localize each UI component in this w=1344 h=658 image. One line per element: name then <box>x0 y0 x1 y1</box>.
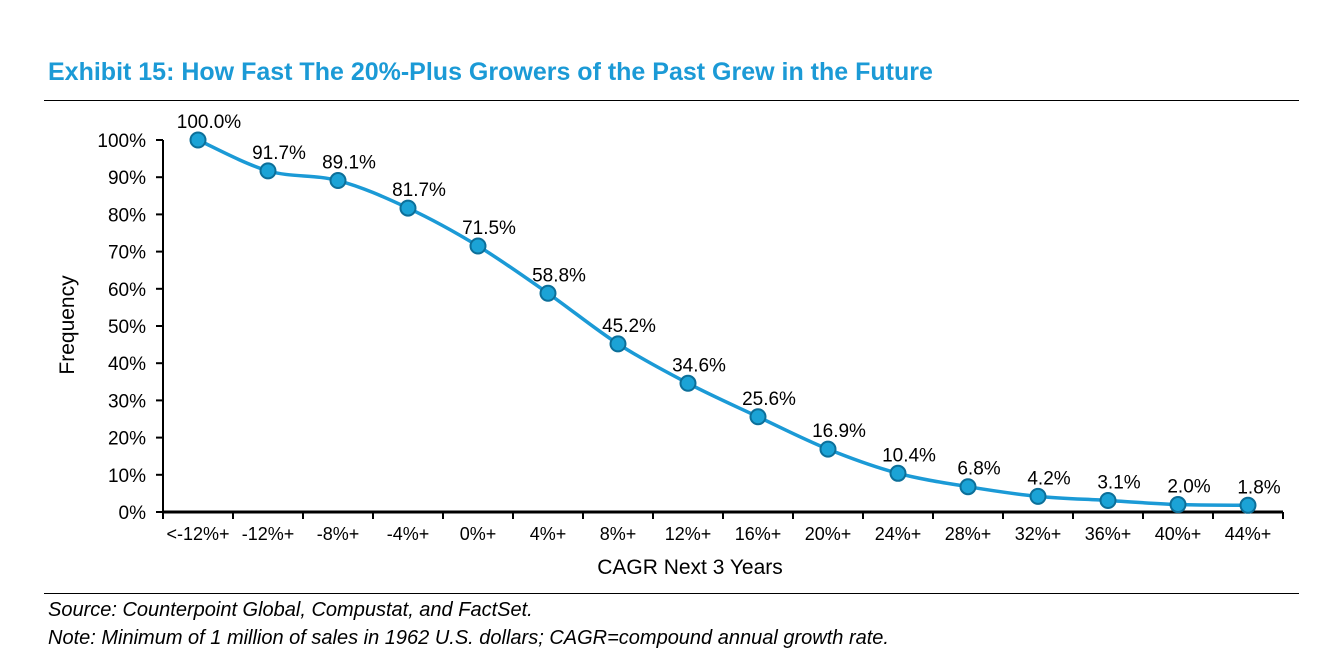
data-point <box>539 284 557 302</box>
x-tick-label: 32%+ <box>1015 524 1062 544</box>
data-point <box>679 374 697 392</box>
footer-note: Note: Minimum of 1 million of sales in 1… <box>48 627 889 649</box>
data-point <box>609 335 627 353</box>
data-label: 58.8% <box>532 265 586 286</box>
data-point <box>1029 487 1047 505</box>
data-point <box>959 478 977 496</box>
x-tick-label: 44%+ <box>1225 524 1272 544</box>
data-label: 4.2% <box>1027 468 1070 489</box>
y-tick-label: 0% <box>119 503 147 524</box>
x-tick-label: 24%+ <box>875 524 922 544</box>
y-tick-label: 50% <box>108 317 146 338</box>
data-label: 3.1% <box>1097 472 1140 493</box>
data-point <box>749 408 767 426</box>
y-tick-label: 40% <box>108 354 146 375</box>
top-rule <box>44 100 1299 101</box>
x-tick-label: 12%+ <box>665 524 712 544</box>
data-point <box>469 237 487 255</box>
series-line <box>197 138 1249 508</box>
x-tick-label: 36%+ <box>1085 524 1132 544</box>
x-tick-label: 28%+ <box>945 524 992 544</box>
data-label: 6.8% <box>957 459 1000 480</box>
series <box>197 138 1249 508</box>
x-tick-label: 8%+ <box>600 524 637 544</box>
x-axis-label: CAGR Next 3 Years <box>597 556 783 579</box>
data-label: 16.9% <box>812 421 866 442</box>
data-label: 81.7% <box>392 180 446 201</box>
x-tick-label: 16%+ <box>735 524 782 544</box>
data-point <box>1099 491 1117 509</box>
y-tick-label: 70% <box>108 243 146 264</box>
x-tick-label: 20%+ <box>805 524 852 544</box>
bottom-rule <box>44 593 1299 594</box>
data-label: 45.2% <box>602 316 656 337</box>
y-tick-label: 20% <box>108 429 146 450</box>
chart-title: Exhibit 15: How Fast The 20%-Plus Grower… <box>48 58 933 86</box>
x-axis: <-12%+ -12%+ -8%+ -4%+ 0%+ 4%+ 8%+ 12%+ 16%+ 20%+… <box>162 510 1284 544</box>
x-tick-label: -8%+ <box>317 524 360 544</box>
x-tick-label: 0%+ <box>460 524 497 544</box>
data-point <box>189 131 207 149</box>
data-label: 91.7% <box>252 143 306 164</box>
y-tick-label: 10% <box>108 466 146 487</box>
data-point <box>259 162 277 180</box>
data-point <box>889 464 907 482</box>
data-label: 71.5% <box>462 218 516 239</box>
data-label: 34.6% <box>672 355 726 376</box>
data-label: 10.4% <box>882 445 936 466</box>
data-point <box>1169 496 1187 514</box>
y-tick-label: 80% <box>108 205 146 226</box>
y-tick-label: 30% <box>108 391 146 412</box>
data-point <box>819 440 837 458</box>
footer-source: Source: Counterpoint Global, Compustat, … <box>48 599 533 621</box>
data-label: 1.8% <box>1237 477 1280 498</box>
y-axis: 0% 10% 20% 30% 40% 50% 60% 70% 80% 90% 100% <box>97 131 164 524</box>
x-tick-label: 40%+ <box>1155 524 1202 544</box>
y-tick-label: 60% <box>108 280 146 301</box>
x-tick-label: <-12%+ <box>166 524 229 544</box>
data-label: 2.0% <box>1167 477 1210 498</box>
data-point <box>1239 496 1257 514</box>
data-label: 89.1% <box>322 153 376 174</box>
y-tick-label: 100% <box>97 131 146 152</box>
x-tick-label: -12%+ <box>242 524 295 544</box>
data-point <box>399 199 417 217</box>
y-axis-label: Frequency <box>56 275 79 375</box>
data-points <box>189 131 1257 514</box>
data-label: 25.6% <box>742 389 796 410</box>
data-labels: 100.0% 91.7% 89.1% 81.7% 71.5% 58.8% 45.2% 34.6… <box>177 112 1281 498</box>
x-tick-label: 4%+ <box>530 524 567 544</box>
y-tick-label: 90% <box>108 168 146 189</box>
data-point <box>329 172 347 190</box>
data-label: 100.0% <box>177 112 242 133</box>
x-tick-label: -4%+ <box>387 524 430 544</box>
